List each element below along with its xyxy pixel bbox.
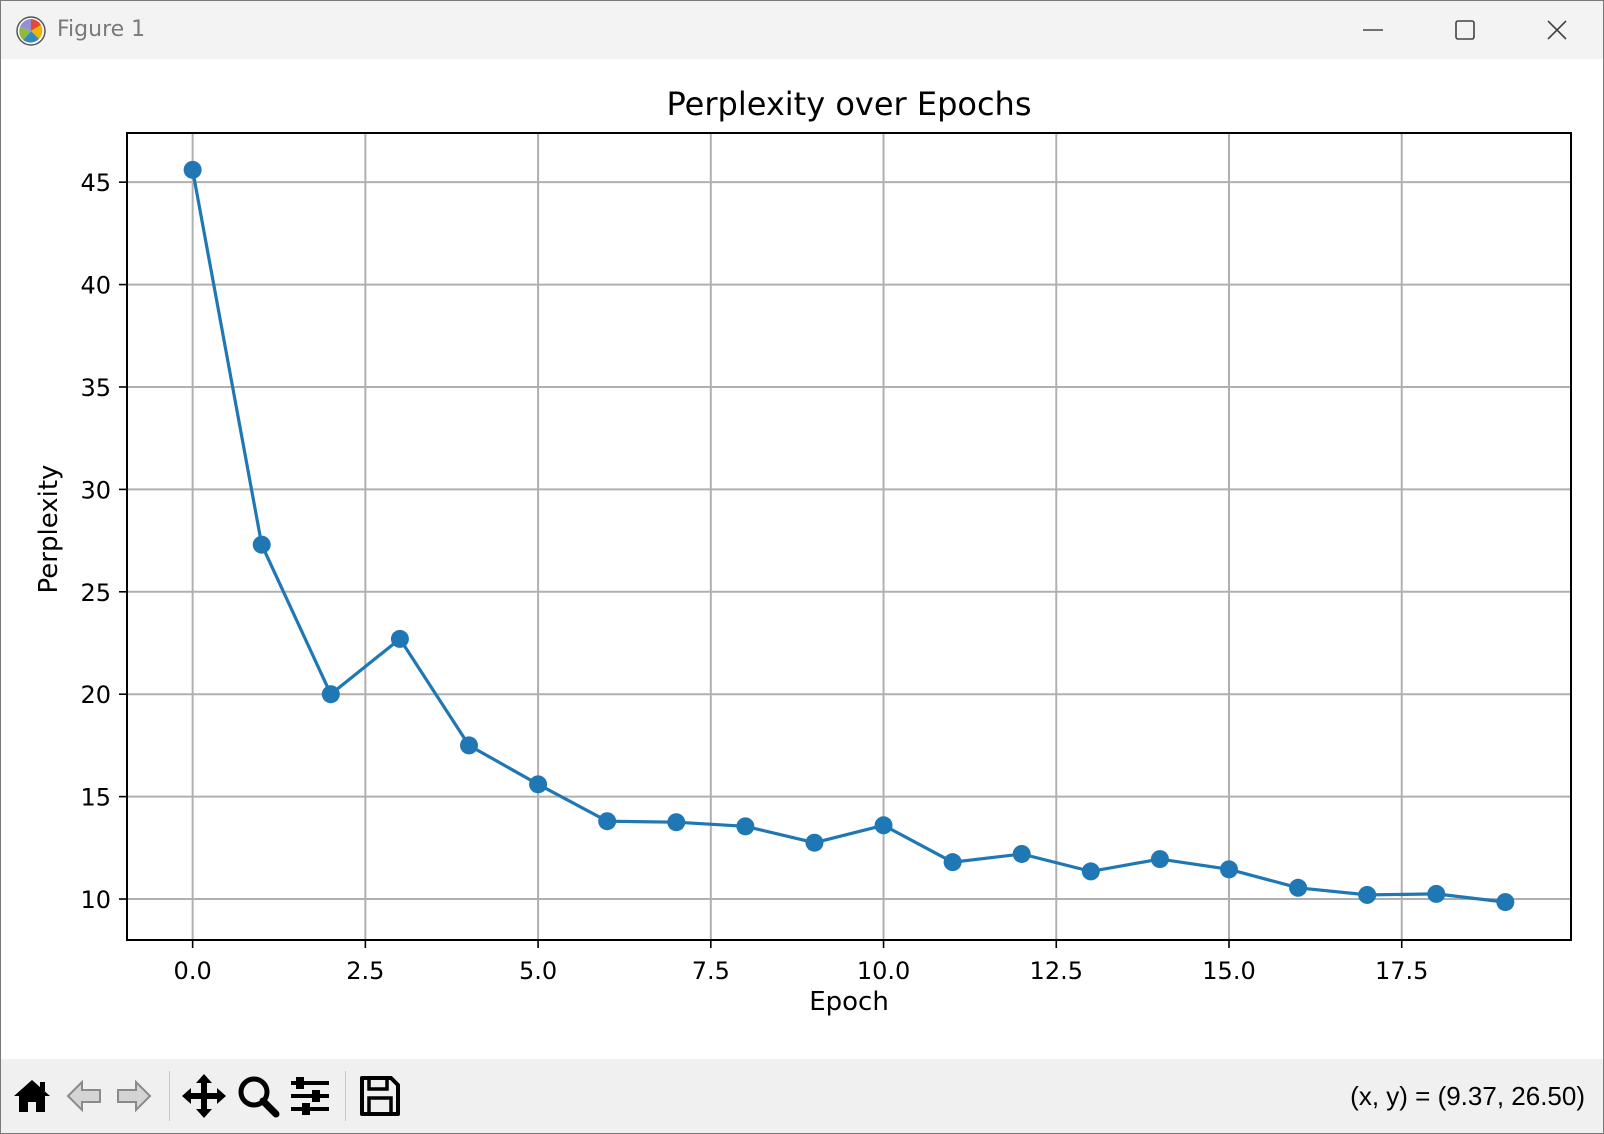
grid bbox=[127, 133, 1571, 940]
data-point bbox=[390, 629, 409, 648]
home-icon bbox=[14, 1080, 50, 1112]
x-tick-label: 2.5 bbox=[346, 957, 384, 985]
zoom-magnifier-icon bbox=[238, 1076, 280, 1118]
back-button[interactable] bbox=[59, 1071, 109, 1121]
x-tick-label: 12.5 bbox=[1030, 957, 1083, 985]
data-point bbox=[943, 853, 962, 872]
x-tick-label: 7.5 bbox=[692, 957, 730, 985]
data-point bbox=[667, 813, 686, 832]
x-tick-label: 0.0 bbox=[174, 957, 212, 985]
data-point bbox=[1081, 862, 1100, 881]
x-axis-label: Epoch bbox=[809, 987, 889, 1017]
matplotlib-logo-icon bbox=[16, 16, 46, 46]
y-tick-label: 30 bbox=[80, 476, 111, 504]
data-point bbox=[1220, 860, 1238, 879]
x-tick-label: 17.5 bbox=[1375, 957, 1428, 985]
close-button[interactable] bbox=[1511, 1, 1603, 59]
data-point bbox=[1358, 885, 1377, 904]
perplexity-line bbox=[191, 169, 1506, 904]
y-tick-label: 40 bbox=[80, 272, 111, 300]
x-tick-label: 5.0 bbox=[519, 957, 557, 985]
data-point bbox=[321, 685, 340, 704]
data-point bbox=[460, 736, 478, 755]
title-bar[interactable]: Figure 1 bbox=[1, 1, 1603, 59]
axes-frame bbox=[126, 132, 1572, 941]
data-point bbox=[598, 812, 617, 831]
forward-button[interactable] bbox=[109, 1071, 159, 1121]
navigation-toolbar: (x, y) = (9.37, 26.50) bbox=[1, 1059, 1603, 1133]
chart-title: Perplexity over Epochs bbox=[667, 85, 1032, 123]
data-point bbox=[805, 833, 824, 852]
data-point bbox=[736, 817, 755, 836]
maximize-icon bbox=[1455, 20, 1475, 40]
data-point bbox=[1496, 893, 1515, 912]
configure-subplots-icon bbox=[291, 1077, 329, 1115]
data-point bbox=[529, 775, 548, 794]
y-tick-label: 10 bbox=[80, 886, 111, 914]
data-point bbox=[874, 816, 893, 835]
y-axis-label: Perplexity bbox=[34, 465, 64, 594]
data-point bbox=[1427, 884, 1446, 903]
x-ticks: 0.0 2.5 5.0 7.5 10.0 12.5 15.0 17.5 bbox=[174, 940, 1428, 985]
save-floppy-icon bbox=[360, 1076, 400, 1116]
save-button[interactable] bbox=[355, 1071, 405, 1121]
minimize-icon bbox=[1363, 29, 1383, 31]
y-tick-label: 45 bbox=[80, 169, 111, 197]
cursor-coordinates: (x, y) = (9.37, 26.50) bbox=[1350, 1081, 1585, 1111]
toolbar-separator bbox=[169, 1071, 170, 1121]
data-point bbox=[1012, 844, 1031, 863]
data-point bbox=[1150, 850, 1169, 869]
maximize-button[interactable] bbox=[1419, 1, 1511, 59]
data-points bbox=[183, 160, 1515, 912]
toolbar-separator bbox=[345, 1071, 346, 1121]
y-ticks: 10 15 20 25 30 35 40 45 bbox=[80, 169, 127, 914]
zoom-button[interactable] bbox=[233, 1071, 283, 1121]
close-icon bbox=[1547, 20, 1567, 40]
y-tick-label: 25 bbox=[80, 579, 111, 607]
plot-canvas[interactable]: Perplexity over Epochs 0.0 2.5 5.0 7.5 10.0 1… bbox=[1, 59, 1603, 1059]
pan-button[interactable] bbox=[179, 1071, 229, 1121]
data-point bbox=[1289, 878, 1308, 897]
minimize-button[interactable] bbox=[1327, 1, 1419, 59]
back-arrow-icon bbox=[66, 1079, 101, 1113]
y-tick-label: 15 bbox=[80, 784, 111, 812]
x-tick-label: 15.0 bbox=[1202, 957, 1255, 985]
configure-subplots-button[interactable] bbox=[285, 1071, 335, 1121]
pan-move-icon bbox=[182, 1074, 226, 1118]
forward-arrow-icon bbox=[117, 1079, 152, 1113]
line-chart: Perplexity over Epochs 0.0 2.5 5.0 7.5 10.0 1… bbox=[34, 85, 1572, 1017]
data-point bbox=[183, 160, 202, 179]
window-title: Figure 1 bbox=[57, 17, 146, 42]
x-tick-label: 10.0 bbox=[857, 957, 910, 985]
data-point bbox=[252, 535, 271, 554]
y-tick-label: 35 bbox=[80, 374, 111, 402]
y-tick-label: 20 bbox=[80, 681, 111, 709]
home-button[interactable] bbox=[7, 1071, 57, 1121]
